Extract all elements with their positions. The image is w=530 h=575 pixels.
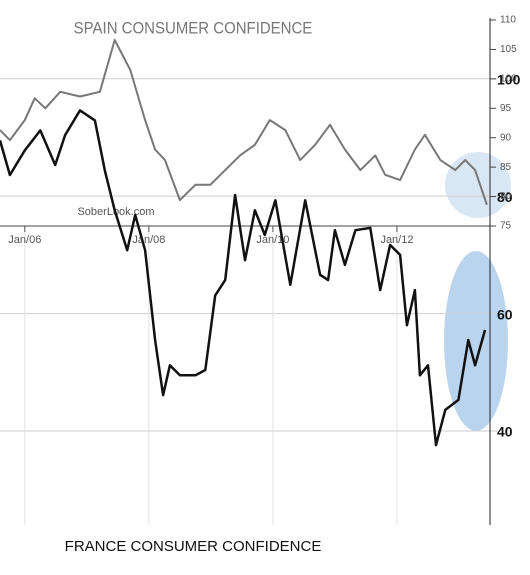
y-tick-label: 80 [497,189,513,205]
spain-title: SPAIN CONSUMER CONFIDENCE [74,20,313,38]
y-tick-label: 90 [500,132,512,143]
y-tick-label: 100 [500,73,517,84]
x-tick-label: Jan/08 [132,234,165,246]
line [0,39,488,206]
line [0,109,487,447]
x-tick-label: Jan/10 [256,234,289,246]
france-title: FRANCE CONSUMER CONFIDENCE [65,538,322,555]
x-tick-label: Jan/12 [380,234,413,246]
highlight [445,152,511,218]
y-tick-label: 110 [500,15,516,26]
y-tick-label: 40 [497,424,513,440]
y-tick-label: 95 [500,103,512,114]
y-tick-label: 100 [497,71,521,87]
y-tick-label: 75 [500,221,512,232]
y-tick-label: 85 [500,162,512,173]
y-tick-label: 105 [500,44,517,55]
y-tick-label: 80 [500,191,512,202]
x-tick-label: Jan/06 [8,234,41,246]
y-tick-label: 60 [497,306,513,322]
